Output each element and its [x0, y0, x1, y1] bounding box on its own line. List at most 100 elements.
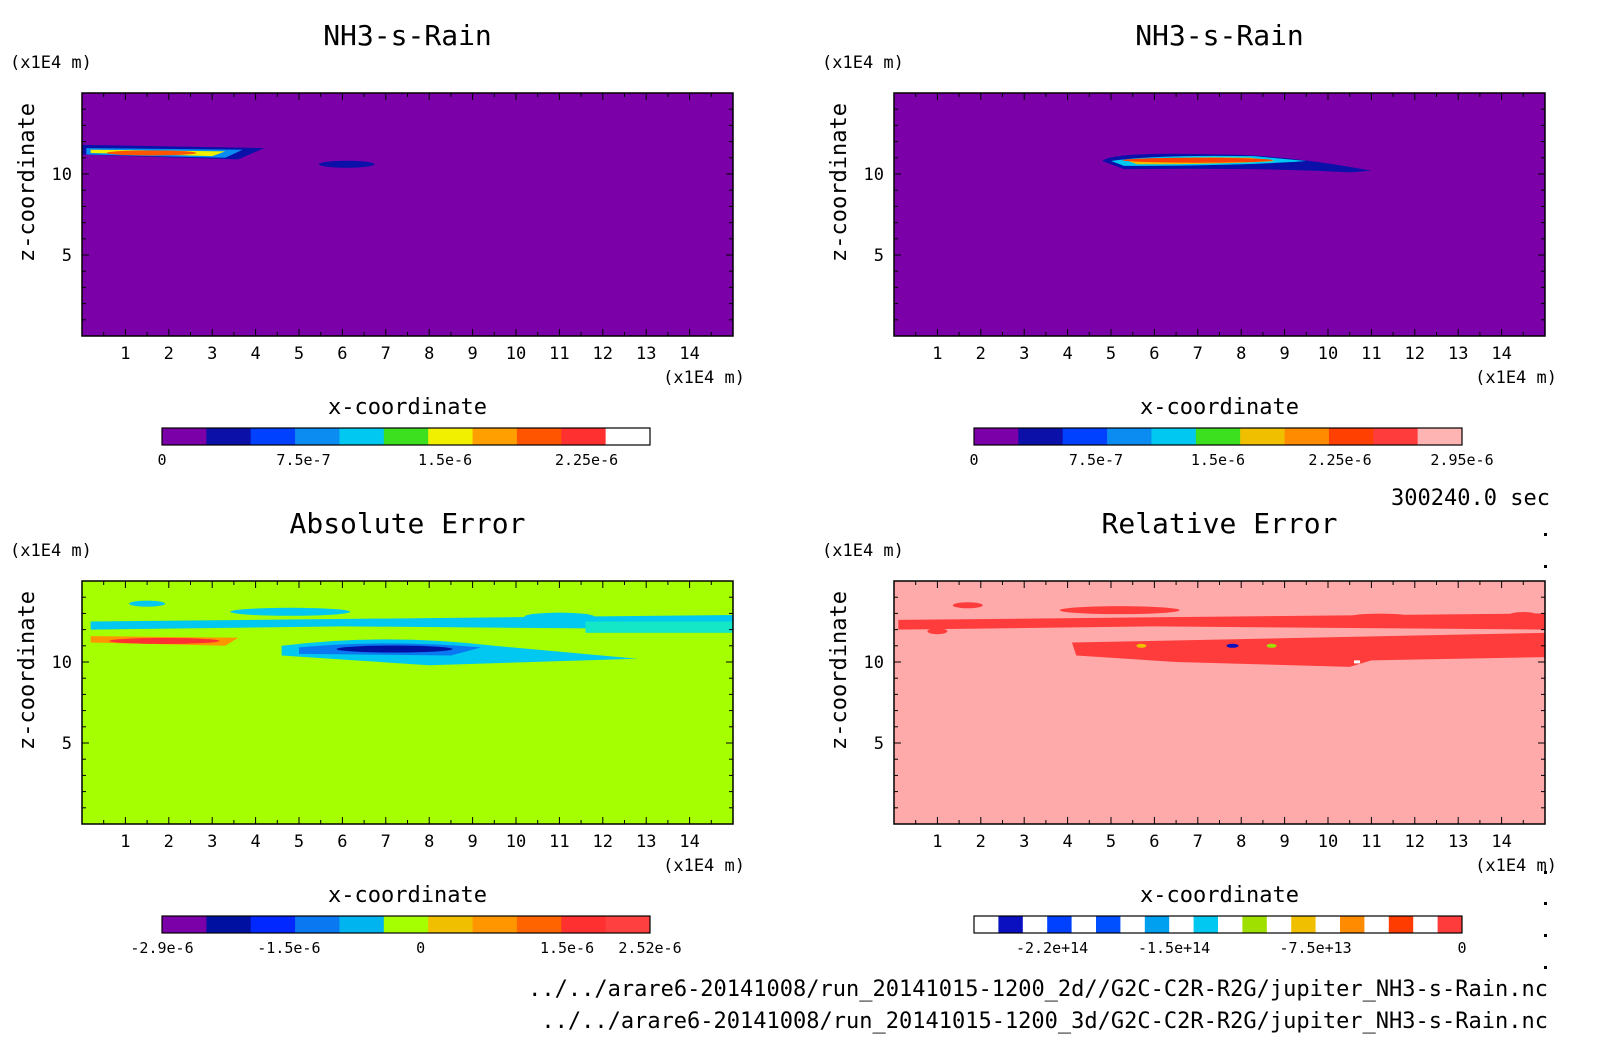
- panels: NH3-s-Rain(x1E4 m)1 2 3 4 5 6 7 8 9 10 11 12 13 14510…: [10, 19, 1557, 957]
- colorbar-swatch: [1315, 916, 1341, 933]
- y-tick-label: 10: [52, 653, 72, 673]
- colorbar-swatch: [1047, 916, 1073, 933]
- x-unit-label: (x1E4 m): [1475, 368, 1557, 388]
- colorbar-swatch: [428, 428, 474, 445]
- x-tick-label: 2: [164, 344, 174, 364]
- x-tick-label: 12: [593, 344, 613, 364]
- plot-features: [1102, 153, 1372, 173]
- file-path-3d: ../../arare6-20141008/run_20141015-1200_…: [541, 1009, 1548, 1034]
- x-tick-label: 10: [506, 832, 526, 852]
- x-tick-label: 4: [1062, 832, 1072, 852]
- x-tick-label: 8: [424, 344, 434, 364]
- colorbar-swatch: [339, 428, 385, 445]
- chart-panel-4: Relative Error(x1E4 m)1 2 3 4 5 6 7 8 9 10 11 12 13 1…: [822, 507, 1557, 957]
- x-tick-label: 2: [976, 344, 986, 364]
- edge-dots: [1544, 533, 1547, 969]
- colorbar-swatch: [605, 428, 651, 445]
- colorbar: -2.9e-6 -1.5e-6 0 1.5e-6 2.52e-6: [130, 915, 682, 957]
- plot-background: [894, 93, 1545, 336]
- colorbar-swatch: [1284, 428, 1330, 445]
- rel-error-spot: [1226, 643, 1239, 648]
- y-tick-label: 5: [874, 246, 884, 266]
- colorbar-tick-label: 0: [969, 451, 978, 469]
- colorbar-frame: [973, 427, 1463, 446]
- x-tick-label: 9: [467, 832, 477, 852]
- colorbar-swatch: [1144, 916, 1170, 933]
- colorbar-swatch: [295, 428, 340, 445]
- x-tick-label: 11: [549, 832, 569, 852]
- colorbar-swatch: [1417, 428, 1463, 445]
- x-tick-label: 13: [636, 344, 656, 364]
- colorbar-swatch: [1291, 916, 1317, 933]
- x-tick-label: 5: [294, 344, 304, 364]
- x-tick-label: 12: [1405, 832, 1425, 852]
- colorbar-swatch: [162, 428, 207, 445]
- x-tick-label: 1: [932, 832, 942, 852]
- x-tick-label: 8: [1236, 344, 1246, 364]
- colorbar-swatch: [1195, 428, 1241, 445]
- x-tick-label: 2: [164, 832, 174, 852]
- colorbar-swatch: [516, 916, 562, 933]
- colorbar-tick-label: 1.5e-6: [540, 939, 594, 957]
- x-tick-label: 9: [467, 344, 477, 364]
- colorbar-swatch: [339, 916, 385, 933]
- x-tick-label: 11: [1361, 344, 1381, 364]
- colorbar-swatch: [1193, 916, 1219, 933]
- colorbar-swatch: [974, 916, 999, 933]
- colorbar-swatch: [206, 916, 252, 933]
- plot-features: [898, 602, 1545, 667]
- colorbar-swatch: [1437, 916, 1463, 933]
- x-tick-label: 14: [1491, 344, 1511, 364]
- colorbar-swatch: [605, 916, 651, 933]
- x-tick-label: 4: [250, 832, 260, 852]
- colorbar-swatch: [1373, 428, 1419, 445]
- colorbar-swatch: [1364, 916, 1390, 933]
- y-tick-label: 5: [874, 734, 884, 754]
- colorbar-swatch: [1328, 428, 1374, 445]
- y-tick-label: 10: [864, 165, 884, 185]
- x-tick-label: 10: [506, 344, 526, 364]
- chart-title: Absolute Error: [289, 507, 525, 540]
- x-tick-label: 11: [549, 344, 569, 364]
- y-unit-label: (x1E4 m): [822, 53, 904, 73]
- chart-title: Relative Error: [1101, 507, 1337, 540]
- x-unit-label: (x1E4 m): [1475, 856, 1557, 876]
- x-unit-label: (x1E4 m): [663, 368, 745, 388]
- x-tick-label: 3: [207, 344, 217, 364]
- y-axis-label: z-coordinate: [15, 591, 40, 750]
- x-tick-label: 1: [120, 344, 130, 364]
- feature-small: [318, 160, 375, 168]
- file-path-2d: ../../arare6-20141008/run_20141015-1200_…: [528, 977, 1548, 1002]
- colorbar-swatch: [428, 916, 474, 933]
- x-tick-label: 5: [1106, 832, 1116, 852]
- colorbar-swatch: [974, 428, 1019, 445]
- colorbar-swatch: [206, 428, 252, 445]
- x-tick-label: 10: [1318, 832, 1338, 852]
- chart-panel-3: Absolute Error(x1E4 m)1 2 3 4 5 6 7 8 9 10 11 12 13 1…: [10, 507, 745, 957]
- colorbar-tick-label: -2.2e+14: [1016, 939, 1088, 957]
- y-axis-label: z-coordinate: [827, 103, 852, 262]
- x-tick-label: 7: [1193, 344, 1203, 364]
- colorbar-swatch: [1062, 428, 1108, 445]
- x-tick-label: 3: [1019, 344, 1029, 364]
- y-tick-label: 10: [864, 653, 884, 673]
- colorbar-swatch: [1240, 428, 1286, 445]
- colorbar-frame: [161, 915, 651, 934]
- colorbar-tick-label: 0: [157, 451, 166, 469]
- x-tick-label: 6: [337, 832, 347, 852]
- x-tick-label: 1: [120, 832, 130, 852]
- colorbar-swatch: [998, 916, 1024, 933]
- colorbar-swatch: [1340, 916, 1365, 933]
- x-tick-label: 3: [1019, 832, 1029, 852]
- colorbar-swatch: [472, 916, 518, 933]
- x-tick-label: 14: [679, 344, 699, 364]
- colorbar-swatch: [1018, 428, 1064, 445]
- colorbar-frame: [973, 915, 1463, 934]
- error-pos-core: [109, 637, 220, 644]
- y-tick-label: 5: [62, 246, 72, 266]
- colorbar-tick-label: -2.9e-6: [130, 939, 193, 957]
- colorbar-swatch: [472, 428, 518, 445]
- colorbar-tick-label: -7.5e+13: [1279, 939, 1351, 957]
- rel-error-blob: [952, 602, 983, 609]
- chart-title: NH3-s-Rain: [1135, 19, 1304, 52]
